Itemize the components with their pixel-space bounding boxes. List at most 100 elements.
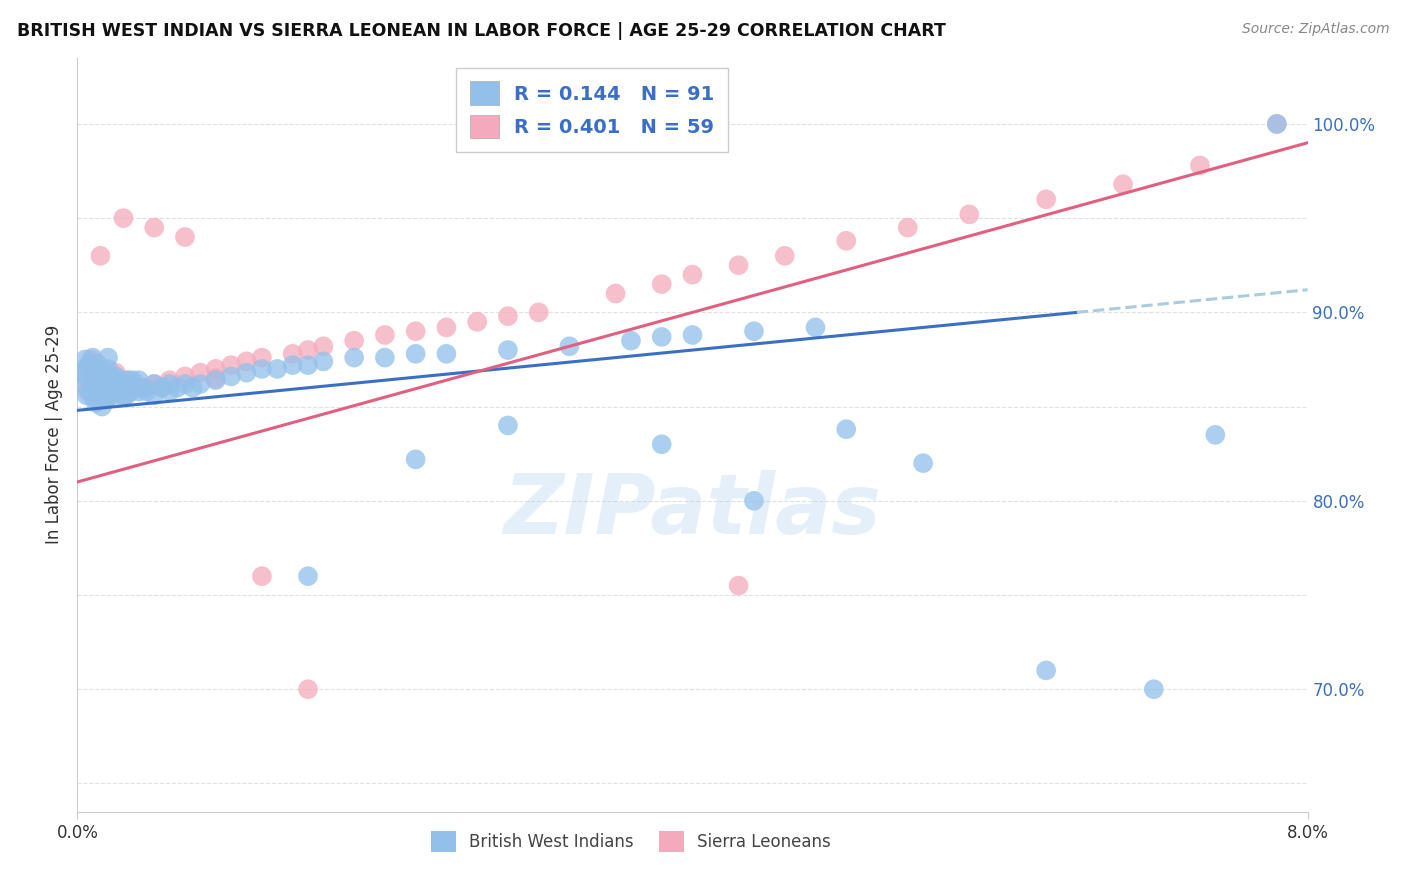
Point bbox=[128, 384, 150, 399]
Point bbox=[108, 373, 131, 387]
Point bbox=[204, 373, 226, 387]
Point bbox=[1143, 682, 1166, 697]
Point bbox=[76, 388, 98, 402]
Point bbox=[120, 376, 142, 391]
Y-axis label: In Labor Force | Age 25-29: In Labor Force | Age 25-29 bbox=[45, 326, 63, 544]
Point bbox=[110, 384, 132, 399]
Point bbox=[112, 388, 135, 402]
Point bbox=[1035, 192, 1057, 206]
Point bbox=[773, 249, 796, 263]
Point bbox=[405, 347, 427, 361]
Point bbox=[374, 328, 396, 343]
Point bbox=[1204, 427, 1226, 442]
Point bbox=[97, 351, 120, 365]
Point bbox=[112, 211, 135, 226]
Point bbox=[70, 366, 93, 380]
Point bbox=[312, 354, 335, 368]
Point bbox=[159, 376, 181, 391]
Point bbox=[82, 351, 104, 365]
Point bbox=[97, 390, 120, 404]
Point bbox=[1188, 158, 1211, 172]
Point bbox=[121, 373, 143, 387]
Point bbox=[86, 381, 108, 395]
Text: Source: ZipAtlas.com: Source: ZipAtlas.com bbox=[1241, 22, 1389, 37]
Point bbox=[135, 381, 157, 395]
Text: BRITISH WEST INDIAN VS SIERRA LEONEAN IN LABOR FORCE | AGE 25-29 CORRELATION CHA: BRITISH WEST INDIAN VS SIERRA LEONEAN IN… bbox=[17, 22, 946, 40]
Point bbox=[558, 339, 581, 353]
Point bbox=[94, 384, 117, 399]
Point bbox=[70, 376, 93, 391]
Point bbox=[250, 569, 273, 583]
Point bbox=[174, 376, 197, 391]
Point bbox=[86, 356, 108, 370]
Point bbox=[343, 351, 366, 365]
Point bbox=[96, 392, 118, 406]
Legend: British West Indians, Sierra Leoneans: British West Indians, Sierra Leoneans bbox=[423, 823, 839, 860]
Point bbox=[436, 320, 458, 334]
Point bbox=[188, 376, 212, 391]
Point bbox=[405, 324, 427, 338]
Point bbox=[100, 369, 122, 384]
Point bbox=[204, 362, 226, 376]
Point bbox=[742, 324, 765, 338]
Point bbox=[90, 362, 114, 376]
Point bbox=[98, 384, 121, 399]
Point bbox=[804, 320, 827, 334]
Point bbox=[159, 384, 181, 399]
Point bbox=[84, 388, 107, 402]
Point bbox=[112, 390, 135, 404]
Point bbox=[115, 388, 138, 402]
Point bbox=[104, 384, 127, 399]
Point bbox=[281, 347, 304, 361]
Point bbox=[297, 343, 319, 357]
Point bbox=[104, 366, 127, 380]
Point bbox=[651, 437, 673, 451]
Point bbox=[343, 334, 366, 348]
Point bbox=[82, 381, 104, 395]
Point bbox=[84, 369, 107, 384]
Point bbox=[115, 373, 138, 387]
Point bbox=[90, 400, 114, 414]
Point bbox=[100, 384, 122, 399]
Point bbox=[912, 456, 935, 470]
Point bbox=[219, 358, 242, 372]
Point bbox=[97, 362, 120, 376]
Point bbox=[742, 493, 765, 508]
Point bbox=[82, 364, 104, 378]
Point bbox=[1265, 117, 1288, 131]
Point bbox=[250, 351, 273, 365]
Point bbox=[835, 422, 858, 436]
Point bbox=[105, 381, 128, 395]
Point bbox=[150, 381, 173, 395]
Point bbox=[89, 390, 111, 404]
Point bbox=[150, 381, 173, 395]
Point bbox=[143, 220, 166, 235]
Point bbox=[103, 376, 125, 391]
Point bbox=[174, 230, 197, 244]
Point bbox=[1035, 664, 1057, 678]
Point bbox=[131, 381, 153, 395]
Point bbox=[835, 234, 858, 248]
Point bbox=[312, 339, 335, 353]
Point bbox=[73, 352, 96, 367]
Point bbox=[128, 373, 150, 387]
Point bbox=[159, 373, 181, 387]
Point bbox=[405, 452, 427, 467]
Point bbox=[651, 330, 673, 344]
Point bbox=[143, 376, 166, 391]
Point bbox=[112, 376, 135, 391]
Point bbox=[94, 366, 117, 380]
Point bbox=[897, 220, 920, 235]
Point bbox=[143, 376, 166, 391]
Point bbox=[120, 384, 142, 399]
Point bbox=[957, 207, 980, 221]
Point bbox=[77, 384, 100, 399]
Point bbox=[97, 376, 120, 391]
Point bbox=[727, 578, 749, 592]
Point bbox=[90, 376, 114, 391]
Point bbox=[94, 381, 117, 395]
Text: ZIPatlas: ZIPatlas bbox=[503, 470, 882, 550]
Point bbox=[76, 359, 98, 374]
Point bbox=[436, 347, 458, 361]
Point bbox=[235, 366, 257, 380]
